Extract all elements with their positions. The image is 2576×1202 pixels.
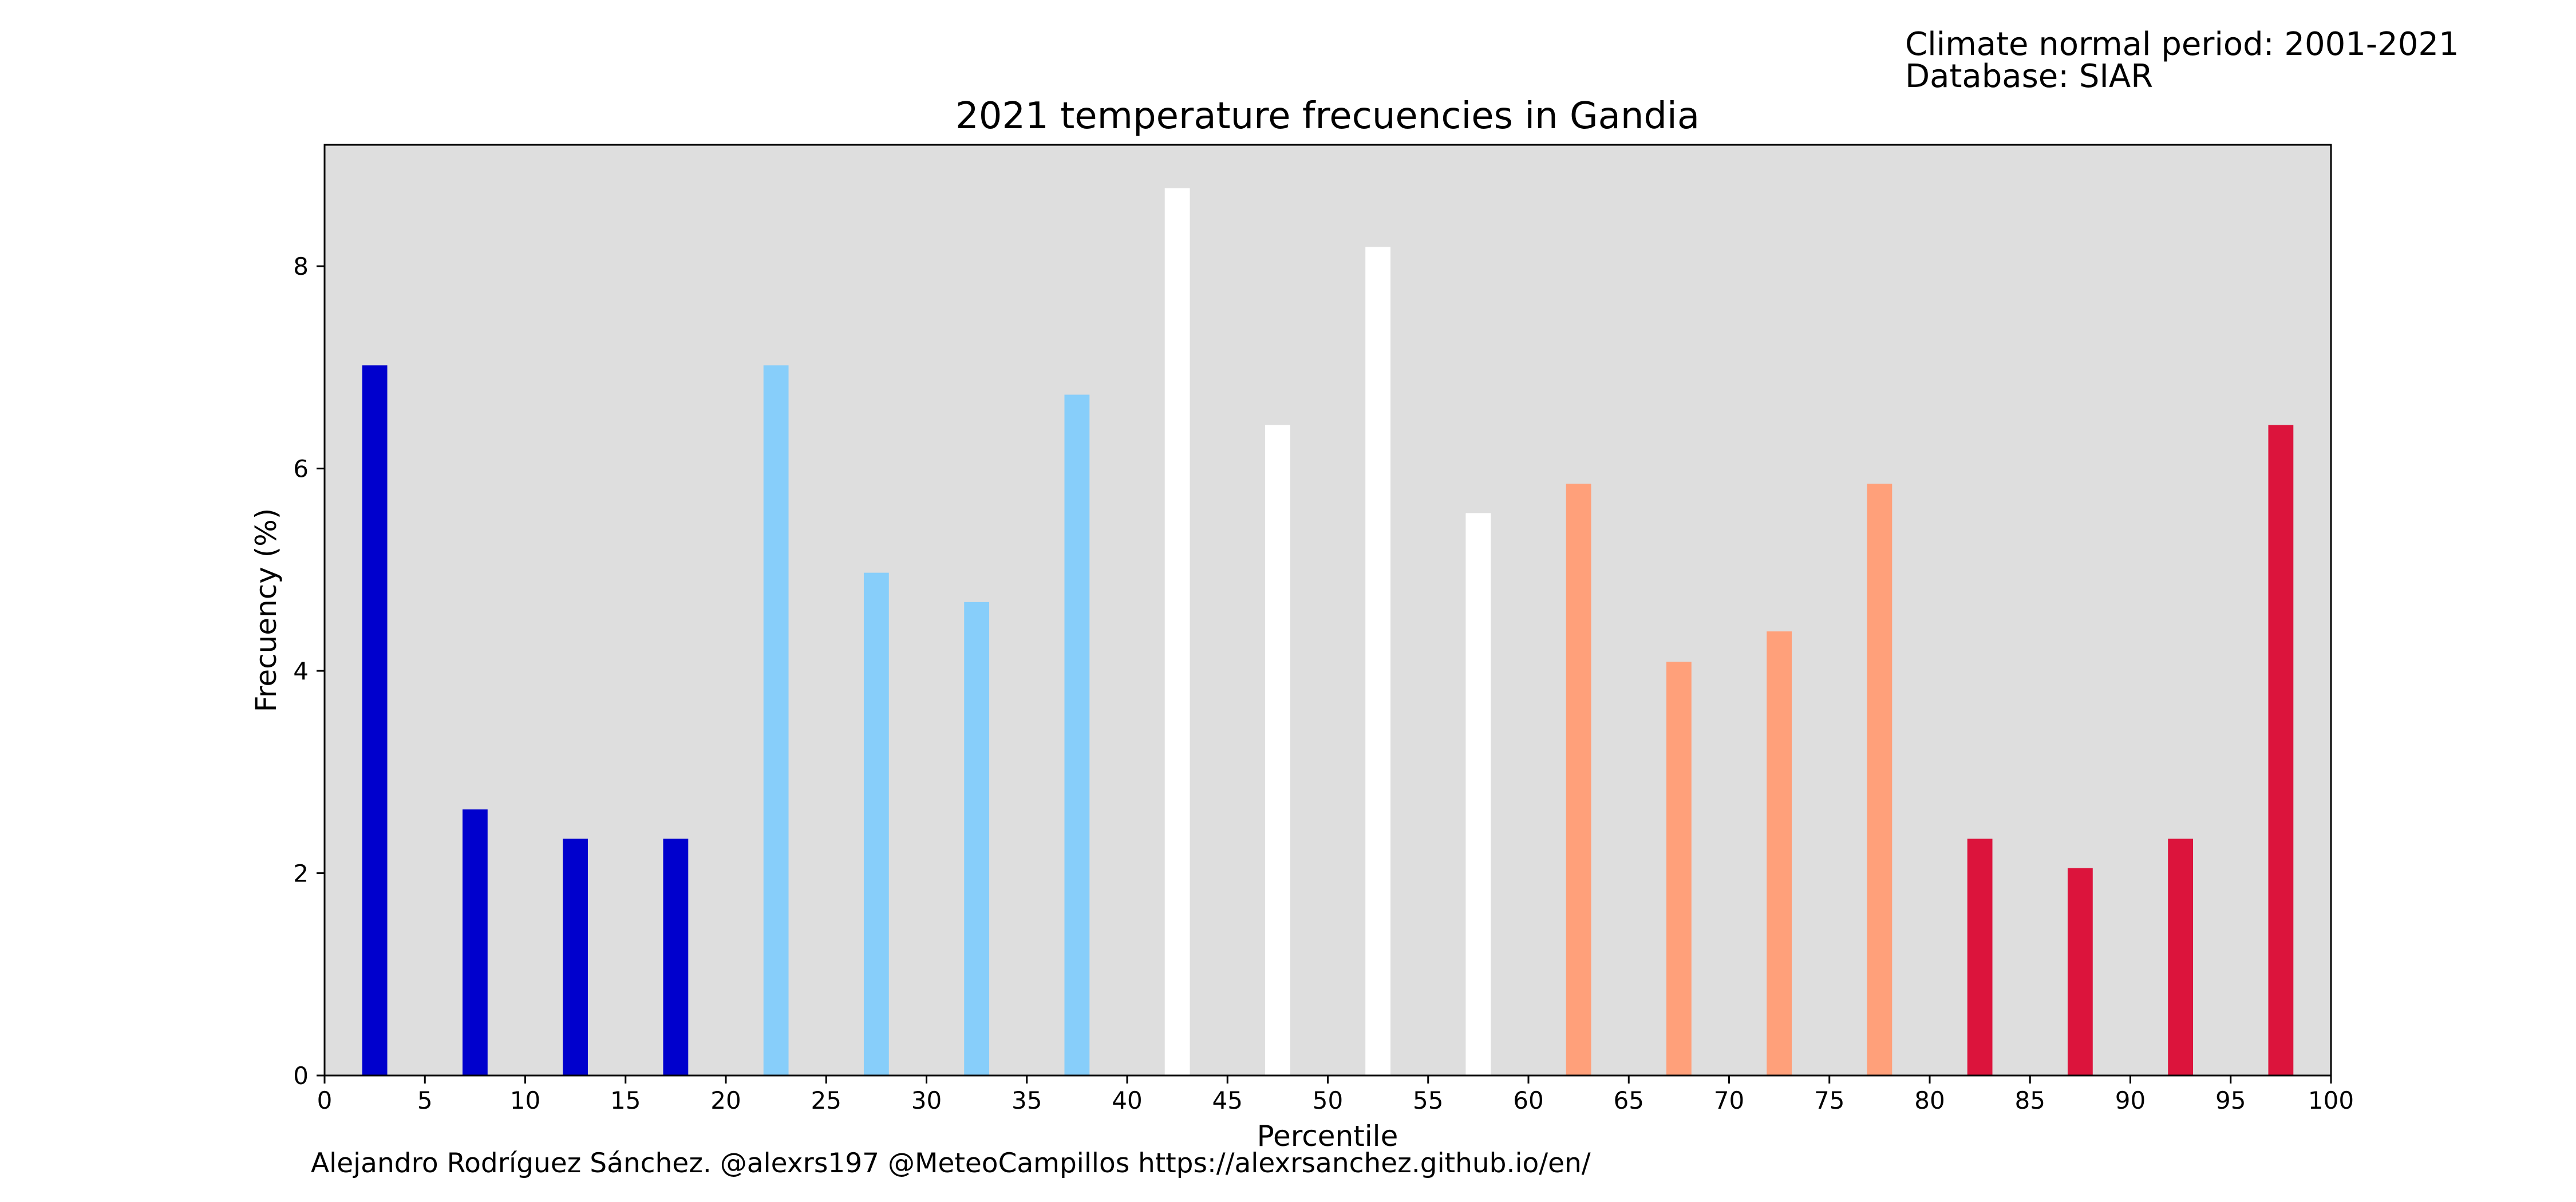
bar-18	[2067, 868, 2093, 1076]
bar-11	[1365, 247, 1391, 1076]
bar-12	[1465, 513, 1491, 1076]
bar-1	[362, 365, 388, 1076]
x-tick-label: 30	[911, 1086, 942, 1114]
x-tick-label: 95	[2215, 1086, 2246, 1114]
x-tick-label: 5	[417, 1086, 433, 1114]
x-tick-label: 85	[2015, 1086, 2045, 1114]
bar-8	[1064, 394, 1090, 1076]
y-tick-label: 4	[293, 657, 309, 685]
bar-7	[964, 602, 990, 1076]
x-axis-label: Percentile	[1257, 1120, 1398, 1153]
footer-author: Alejandro Rodríguez Sánchez. @alexrs197 …	[311, 1148, 1129, 1179]
y-tick-label: 6	[293, 455, 309, 483]
bar-14	[1666, 662, 1692, 1076]
bar-20	[2268, 425, 2294, 1076]
bar-2	[462, 809, 488, 1076]
x-tick-label: 50	[1313, 1086, 1343, 1114]
x-tick-label: 70	[1714, 1086, 1744, 1114]
bar-4	[663, 839, 689, 1076]
info-period: Climate normal period: 2001-2021	[1905, 26, 2459, 63]
x-tick-label: 80	[1914, 1086, 1945, 1114]
bar-10	[1265, 425, 1290, 1076]
bar-6	[863, 572, 889, 1076]
x-ticks: 0 5 10 15 20 25 30 35 40 45 50 55 60 65 70 75 80 85 90 95 10…	[317, 1076, 2354, 1114]
x-tick-label: 45	[1212, 1086, 1243, 1114]
x-tick-label: 60	[1513, 1086, 1543, 1114]
y-ticks: 0 2 4 6 8	[293, 252, 325, 1090]
bar-16	[1867, 484, 1893, 1076]
x-tick-label: 15	[610, 1086, 641, 1114]
x-tick-label: 75	[1814, 1086, 1844, 1114]
chart-title: 2021 temperature frecuencies in Gandia	[955, 95, 1700, 137]
bar-19	[2168, 839, 2194, 1076]
x-tick-label: 65	[1614, 1086, 1644, 1114]
x-tick-label: 10	[510, 1086, 540, 1114]
bar-5	[763, 365, 789, 1076]
y-tick-label: 8	[293, 252, 309, 280]
y-axis-label: Frecuency (%)	[250, 508, 283, 712]
x-tick-label: 25	[811, 1086, 841, 1114]
x-tick-label: 40	[1112, 1086, 1142, 1114]
bar-15	[1767, 631, 1792, 1076]
info-database: Database: SIAR	[1905, 58, 2153, 95]
x-tick-label: 55	[1413, 1086, 1443, 1114]
footer-url: https://alexrsanchez.github.io/en/	[1138, 1148, 1591, 1179]
y-tick-label: 2	[293, 860, 309, 888]
plot-area	[325, 145, 2331, 1076]
bar-9	[1164, 188, 1190, 1076]
bars-layer	[362, 188, 2294, 1076]
bar-17	[1967, 839, 1993, 1076]
bar-13	[1566, 484, 1591, 1076]
x-tick-label: 100	[2308, 1086, 2354, 1114]
x-tick-label: 90	[2115, 1086, 2146, 1114]
bar-3	[563, 839, 588, 1076]
x-tick-label: 20	[710, 1086, 741, 1114]
y-tick-label: 0	[293, 1062, 309, 1090]
x-tick-label: 35	[1012, 1086, 1042, 1114]
x-tick-label: 0	[317, 1086, 333, 1114]
